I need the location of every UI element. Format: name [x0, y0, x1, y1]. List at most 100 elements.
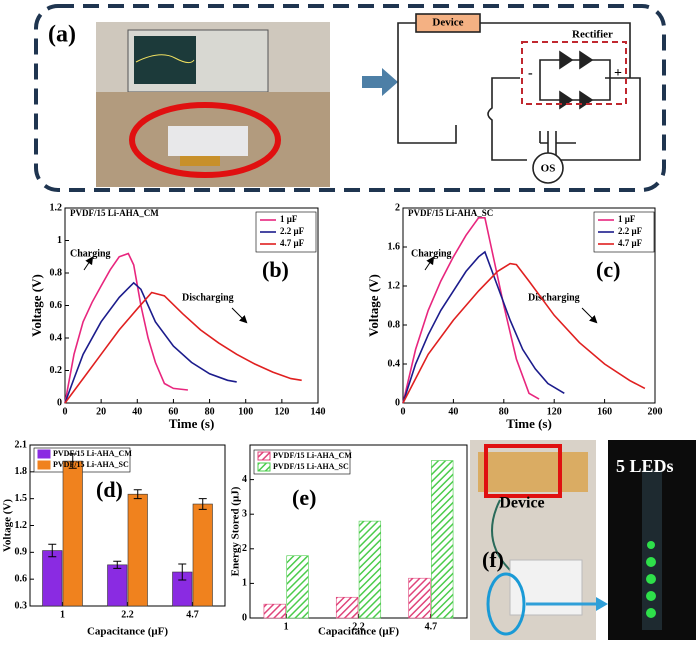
y-tick-label: 4	[242, 474, 247, 485]
x-tick-label: 4.7	[186, 609, 199, 620]
legend-swatch	[37, 460, 51, 470]
series-line	[64, 252, 188, 404]
annotation: Discharging	[528, 292, 580, 303]
y-tick-label: 0.6	[15, 573, 28, 584]
x-tick-label: 100	[238, 406, 253, 417]
bar	[62, 460, 83, 607]
y-tick-label: 2.1	[15, 439, 28, 450]
y-tick-label: 1	[242, 578, 247, 589]
x-tick-label: 1	[60, 609, 65, 620]
annotation-arrow	[424, 256, 435, 271]
legend-label: PVDF/15 Li-AHA_CM	[273, 451, 352, 460]
x-tick-label: 80	[205, 406, 215, 417]
device-label: Device	[432, 17, 463, 29]
legend-label: PVDF/15 Li-AHA_CM	[53, 449, 132, 458]
rectifier-label: Rectifier	[572, 29, 613, 41]
series-line	[64, 291, 302, 404]
y-tick-label: 0.9	[15, 547, 28, 558]
bar	[335, 596, 359, 619]
os-label: OS	[541, 163, 556, 175]
chart-title: PVDF/15 Li-AHA_SC	[408, 208, 493, 218]
legend-swatch	[37, 449, 51, 459]
x-tick-label: 80	[499, 406, 509, 417]
legend-label: PVDF/15 Li-AHA_SC	[273, 462, 349, 471]
photo-device	[470, 440, 608, 640]
series-line	[402, 262, 646, 404]
y-tick-label: 0.4	[388, 358, 401, 369]
y-axis-label: Voltage (V)	[366, 274, 381, 337]
y-axis-label: Voltage (V)	[29, 274, 44, 337]
bar	[408, 577, 431, 619]
panel-label: (d)	[96, 477, 123, 502]
series-line	[402, 217, 540, 404]
y-tick-label: 0.6	[50, 300, 63, 311]
y-tick-label: 0.4	[50, 332, 63, 343]
arrow	[362, 68, 398, 96]
y-tick-label: 1.6	[388, 241, 401, 252]
y-tick-label: 2	[242, 543, 247, 554]
x-tick-label: 2.2	[121, 609, 134, 620]
annotation: Charging	[411, 248, 452, 259]
legend-label: 2.2 μF	[280, 226, 305, 236]
x-tick-label: 40	[448, 406, 458, 417]
legend-label: PVDF/15 Li-AHA_SC	[53, 460, 129, 469]
annotation: Charging	[70, 248, 111, 259]
y-tick-label: 3	[242, 508, 247, 519]
legend-label: 2.2 μF	[618, 226, 643, 236]
x-tick-label: 60	[168, 406, 178, 417]
bar	[127, 493, 148, 607]
annotation-arrow	[83, 256, 94, 271]
y-tick-label: 1.2	[388, 280, 401, 291]
photo-setup	[96, 22, 330, 187]
plot-frame	[402, 207, 656, 404]
x-tick-label: 120	[547, 406, 562, 417]
x-tick-label: 200	[648, 406, 663, 417]
y-tick-label: 0.2	[50, 365, 63, 376]
bar	[42, 550, 63, 607]
series-line	[64, 281, 237, 404]
y-tick-label: 0.8	[388, 319, 401, 330]
panel-a-border	[34, 4, 666, 192]
panel-label: (f)	[482, 547, 504, 572]
legend-swatch	[257, 451, 271, 461]
panel-label: (a)	[48, 22, 76, 48]
bar	[192, 503, 213, 607]
photo-leds	[608, 440, 696, 640]
minus-label: -	[528, 66, 533, 81]
y-tick-label: 0.8	[50, 267, 63, 278]
panel-label: (b)	[262, 257, 289, 282]
x-tick-label: 120	[274, 406, 289, 417]
x-tick-label: 0	[63, 406, 68, 417]
series-line	[402, 250, 565, 404]
x-tick-label: 20	[96, 406, 106, 417]
bar	[358, 520, 382, 619]
x-axis-label: Time (s)	[506, 416, 552, 431]
leds-label: 5 LEDs	[616, 456, 674, 476]
y-tick-label: 1.8	[15, 466, 28, 477]
y-tick-label: 0	[242, 612, 247, 623]
chart-title: PVDF/15 Li-AHA_CM	[70, 208, 159, 218]
y-tick-label: 2	[395, 202, 400, 213]
x-axis-label: Time (s)	[169, 416, 215, 431]
y-tick-label: 0	[57, 397, 62, 408]
legend-swatch	[257, 462, 271, 472]
error-bar	[178, 563, 187, 581]
y-tick-label: 1.5	[15, 493, 28, 504]
x-tick-label: 40	[132, 406, 142, 417]
annotation-arrow	[581, 307, 598, 324]
bar	[286, 555, 309, 619]
x-axis-label: Capacitance (μF)	[87, 626, 168, 638]
bar	[263, 603, 286, 619]
y-tick-label: 1.2	[15, 520, 28, 531]
x-tick-label: 1	[284, 621, 289, 632]
x-axis-label: Capacitance (μF)	[318, 626, 399, 638]
x-tick-label: 2.2	[352, 621, 365, 632]
error-bar	[68, 453, 77, 469]
legend-label: 4.7 μF	[618, 238, 643, 248]
x-tick-label: 4.7	[425, 621, 438, 632]
error-bar	[48, 543, 57, 558]
device-photo-label: Device	[499, 495, 544, 512]
y-tick-label: 1	[57, 235, 62, 246]
circuit	[397, 13, 641, 184]
